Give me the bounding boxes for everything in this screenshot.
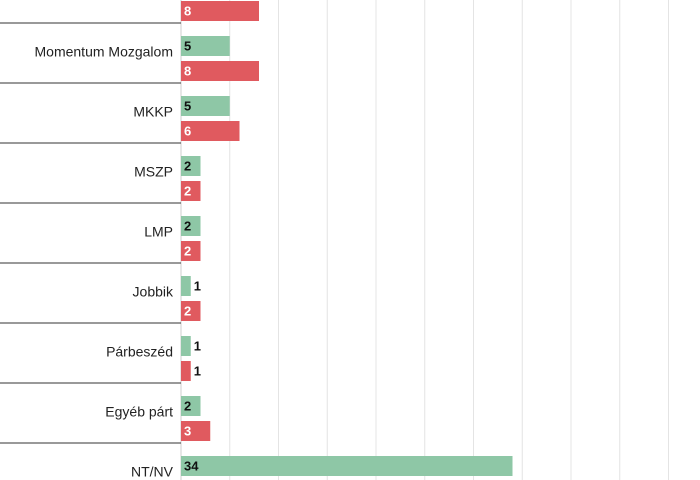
bar-red [181,1,259,21]
category-label: NT/NV [131,464,174,480]
category-labels: Momentum Mozgalom MKKP MSZP LMP Jobbik Párbes… [35,44,175,480]
bar-red [181,61,259,81]
value-label: 3 [184,423,191,438]
bar-green [181,276,191,296]
category-label: Jobbik [133,284,174,300]
bar-red [181,361,191,381]
value-label: 2 [184,303,191,318]
value-label: 1 [194,278,201,293]
value-label: 2 [184,183,191,198]
bar-green [181,96,230,116]
bar-red [181,121,240,141]
bar-green [181,156,201,176]
category-label: Momentum Mozgalom [35,44,174,60]
bar-green [181,216,201,236]
value-label: 34 [184,458,199,473]
value-label: 2 [184,243,191,258]
value-label: 2 [184,398,191,413]
category-label: MKKP [133,104,173,120]
value-label: 2 [184,158,191,173]
row-separators [0,22,181,444]
value-label: 8 [184,63,191,78]
bars [181,1,513,476]
bar-red [181,241,201,261]
category-label: Egyéb párt [105,404,173,420]
category-label: Párbeszéd [106,344,173,360]
bar-green [181,336,191,356]
bar-red [181,181,201,201]
value-label: 8 [184,3,191,18]
bar-red [181,301,201,321]
value-label: 2 [184,218,191,233]
category-label: LMP [144,224,173,240]
value-label: 1 [194,338,201,353]
bar-green [181,456,513,476]
value-label: 1 [194,363,201,378]
value-label: 5 [184,98,191,113]
value-label: 6 [184,123,191,138]
bar-red [181,421,211,441]
bar-green [181,396,201,416]
value-label: 5 [184,38,191,53]
bar-green [181,36,230,56]
category-label: MSZP [134,164,173,180]
